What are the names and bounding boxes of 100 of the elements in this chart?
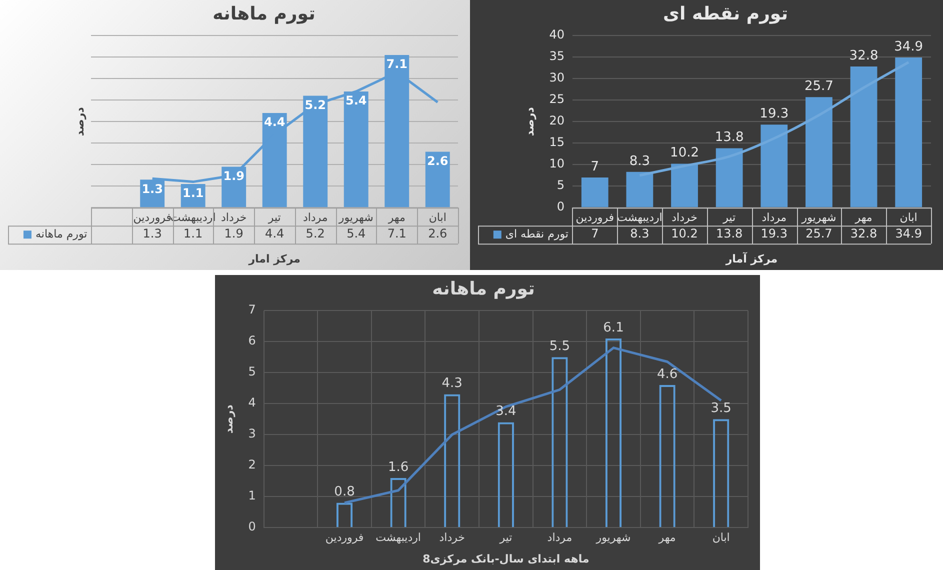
x-tick-label: فروردین [133, 211, 172, 224]
text: 1.9 [223, 168, 244, 183]
text: 7 [590, 159, 600, 174]
y-axis-title: درصد [222, 404, 236, 434]
text: 13.8 [714, 130, 744, 146]
x-tick-label: خرداد [672, 211, 698, 224]
x-tick-label: ابان [712, 531, 730, 544]
text: 10.2 [670, 146, 699, 161]
y-tick-label: 4 [248, 396, 256, 410]
y-tick-label: 2 [248, 458, 256, 472]
y-tick-label: 3 [248, 426, 256, 441]
x-tick-label: فروردین [325, 531, 364, 544]
data-label: 5.5 [549, 338, 570, 354]
x-tick-label: خرداد [220, 211, 247, 224]
chart-title: تورم نقطه ای [663, 3, 788, 24]
data-label: 4.6 [656, 366, 678, 382]
legend-label: تورم ماهانه [35, 227, 88, 240]
text: 4.4 [264, 115, 286, 130]
y-tick-label: 0 [248, 520, 256, 534]
data-label: 1.9 [224, 226, 244, 241]
x-tick-label: ابان [900, 211, 918, 224]
data-label: 25.7 [806, 226, 832, 241]
y-axis-title: درصد [73, 106, 86, 136]
text: 25.7 [804, 78, 834, 94]
legend-label: تورم نقطه ای [505, 227, 568, 240]
x-tick-label: تیر [498, 531, 512, 544]
data-label: 10.2 [671, 226, 698, 241]
x-axis-title: مرکز آمار [724, 251, 778, 266]
x-tick-label: تیر [267, 211, 281, 224]
bar [716, 148, 743, 208]
x-tick-label: فروردین [576, 211, 614, 224]
y-tick-label: 10 [549, 156, 564, 171]
x-tick-label: اردیبهشت [170, 211, 216, 224]
data-label: 3.4 [496, 404, 516, 420]
text: 19.3 [760, 106, 789, 122]
text: 8.3 [629, 154, 650, 169]
y-tick-label: 7 [248, 302, 256, 317]
data-label: 7.1 [387, 226, 406, 241]
x-tick-label: مهر [854, 211, 872, 224]
x-tick-label: خرداد [439, 531, 465, 544]
bar [581, 178, 608, 208]
y-tick-label: 5 [556, 178, 564, 192]
data-label: 5.2 [306, 226, 325, 241]
bar [626, 172, 654, 208]
text: 32.8 [849, 48, 878, 64]
data-label: 32.8 [850, 226, 878, 241]
x-tick-label: ابان [428, 211, 446, 224]
y-tick-label: 30 [549, 70, 564, 85]
x-axis-title: 8ماهه ابتدای سال-بانک مرکزی [422, 552, 590, 566]
x-tick-label: اردیبهشت [376, 531, 421, 544]
y-tick-label: 15 [549, 135, 564, 150]
y-tick-label: 0 [556, 200, 564, 214]
data-label: 6.1 [603, 320, 624, 336]
bar [671, 164, 698, 208]
data-label: 3.5 [710, 400, 732, 416]
data-label: 34.9 [895, 226, 922, 241]
x-tick-label: شهریور [338, 211, 374, 224]
bar [895, 58, 922, 208]
y-tick-label: 5 [248, 364, 256, 379]
chart-title: تورم ماهانه [212, 3, 316, 24]
bar [760, 124, 788, 208]
data-label: 4.3 [442, 376, 462, 392]
data-label: 1.3 [142, 226, 162, 241]
data-label: 1.1 [184, 226, 203, 241]
x-tick-label: مرداد [762, 211, 787, 224]
x-tick-label: تیر [722, 211, 736, 224]
bar [850, 66, 878, 208]
x-tick-label: مرداد [547, 531, 572, 544]
data-label: 7 [591, 226, 599, 241]
y-tick-label: 20 [549, 114, 564, 128]
y-tick-label: 35 [549, 49, 564, 64]
y-tick-label: 25 [549, 92, 564, 106]
data-label: 13.8 [716, 226, 743, 241]
data-label: 2.6 [428, 226, 448, 241]
text: 5.4 [345, 94, 367, 108]
data-label: 0.8 [334, 484, 355, 500]
text: 34.9 [894, 39, 924, 54]
y-tick-label: 6 [248, 334, 256, 348]
data-label: 5.4 [346, 226, 366, 241]
data-label: 8.3 [630, 226, 650, 241]
y-axis-title: درصد [523, 106, 536, 136]
x-axis-title: مرکز امار [248, 252, 300, 266]
text: 2.6 [426, 154, 448, 168]
y-tick-label: 1 [248, 488, 256, 503]
x-tick-label: مهر [658, 531, 676, 544]
x-tick-label: شهریور [800, 211, 836, 224]
text: 7.1 [386, 57, 408, 72]
text: 1.1 [182, 186, 204, 200]
data-label: 1.6 [388, 460, 409, 475]
chart-title: تورم ماهانه [432, 278, 535, 300]
text: 5.2 [304, 98, 326, 112]
y-tick-label: 40 [549, 28, 564, 42]
data-label: 4.4 [265, 226, 284, 241]
x-tick-label: اردیبهشت [617, 211, 662, 224]
data-label: 19.3 [760, 226, 788, 241]
x-tick-label: شهریور [595, 531, 631, 544]
x-tick-label: مرداد [302, 211, 328, 224]
bar [425, 152, 450, 208]
bar [806, 97, 832, 208]
x-tick-label: مهر [387, 211, 406, 224]
